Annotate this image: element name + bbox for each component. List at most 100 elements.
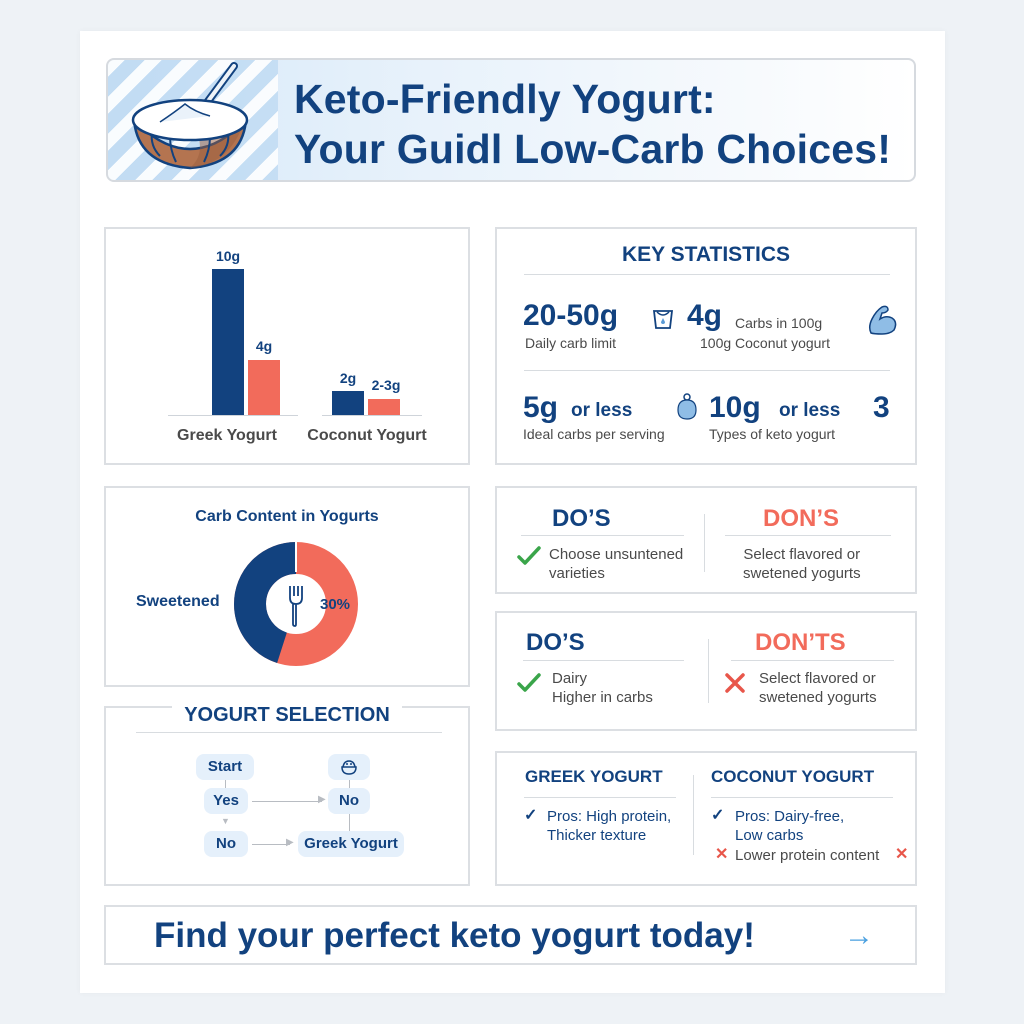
arrow-connector — [252, 844, 290, 845]
donts-text: Select flavored or swetened yogurts — [743, 545, 861, 583]
text-line: Pros: High protein, — [547, 808, 672, 825]
divider — [731, 660, 894, 661]
divider — [136, 732, 442, 733]
text-line: Higher in carbs — [552, 689, 653, 706]
cross-icon — [725, 673, 745, 693]
card-border — [104, 706, 172, 708]
bar-label: 10g — [215, 248, 241, 264]
text-line: Select flavored or — [743, 546, 861, 563]
stat-value: 10g — [709, 391, 761, 424]
bar-greek-b — [248, 360, 280, 415]
weight-icon — [677, 393, 697, 420]
yogurt-bowl-icon — [341, 760, 357, 775]
bar-chart-card: 10g 4g 2g 2-3g Greek Yogurt Coconut Yogu… — [104, 227, 470, 465]
donut-pct-label: 30% — [320, 596, 351, 613]
check-icon: ✓ — [711, 807, 725, 824]
donut-chart — [234, 542, 358, 666]
category-label: Coconut Yogurt — [307, 427, 427, 444]
arrow-connector — [252, 801, 322, 802]
text-line: Low carbs — [735, 827, 804, 844]
donts-heading: DON’S — [763, 505, 840, 532]
text-line: Thicker texture — [547, 827, 647, 844]
compare-card: GREEK YOGURT ✓ Pros: High protein, Thick… — [495, 751, 917, 886]
stat-caption: Ideal carbs per serving — [523, 426, 665, 442]
stat-suffix: or less — [571, 400, 633, 421]
divider — [521, 535, 684, 536]
divider — [708, 639, 709, 703]
text-line: swetened yogurts — [759, 689, 877, 706]
card-border — [402, 706, 470, 708]
arrow-down-icon: ▼ — [221, 816, 230, 826]
dos-donts-card-2: DO’S Dairy Higher in carbs DON’TS Select… — [495, 611, 917, 731]
stat-value: 4g — [687, 299, 723, 332]
bar-greek-a — [212, 269, 244, 415]
check-icon: ✓ — [524, 807, 538, 824]
connector — [225, 780, 226, 788]
flow-node-no-left[interactable]: No — [204, 831, 248, 857]
divider — [524, 274, 890, 275]
greek-heading: GREEK YOGURT — [525, 767, 663, 786]
arrow-head-icon: ▶ — [318, 794, 326, 805]
dos-heading: DO’S — [526, 629, 585, 656]
cta-banner[interactable]: Find your perfect keto yogurt today! → — [104, 905, 917, 965]
arrow-head-icon: ▶ — [286, 837, 294, 848]
dos-heading: DO’S — [552, 505, 611, 532]
flow-node-start[interactable]: Start — [196, 754, 254, 780]
baseline-greek — [168, 415, 298, 416]
dos-donts-card-1: DO’S Choose unsuntened varieties DON’S S… — [495, 486, 917, 594]
stat-value: 3 — [873, 391, 890, 424]
divider — [704, 514, 705, 572]
text-line: varieties — [549, 565, 605, 582]
header-banner: Keto-Friendly Yogurt: Your Guidl Low-Car… — [106, 58, 916, 182]
stat-value: 20-50g — [523, 299, 619, 332]
stat-caption: Daily carb limit — [525, 335, 617, 351]
flow-node-icon[interactable] — [328, 754, 370, 780]
coconut-yogurt-bowl-icon — [131, 62, 249, 170]
flow-node-greek-yogurt[interactable]: Greek Yogurt — [298, 831, 404, 857]
flexed-arm-icon — [868, 305, 897, 335]
flow-node-yes[interactable]: Yes — [204, 788, 248, 814]
bar-label: 4g — [255, 338, 273, 354]
divider — [693, 775, 694, 855]
divider — [725, 535, 891, 536]
coconut-pros: Pros: Dairy-free, Low carbs — [735, 807, 844, 845]
stat-suffix: Carbs in 100g — [735, 315, 823, 331]
divider — [524, 370, 890, 371]
scale-icon — [652, 310, 674, 329]
dos-text: Dairy Higher in carbs — [552, 669, 653, 707]
bar-label: 2-3g — [371, 377, 401, 393]
greek-pros: Pros: High protein, Thicker texture — [547, 807, 671, 845]
stat-suffix: or less — [779, 400, 841, 421]
flow-title: YOGURT SELECTION — [184, 704, 390, 726]
coconut-heading: COCONUT YOGURT — [711, 767, 875, 786]
donut-chart-card: Carb Content in Yogurts Sweetened 30% — [104, 486, 470, 687]
text-line: Pros: Dairy-free, — [735, 808, 845, 825]
cross-icon: ✕ — [895, 846, 909, 863]
yogurt-selection-card: Start Yes ▶ No ▼ No ▶ Greek Yogurt — [104, 706, 470, 886]
donts-heading: DON’TS — [755, 629, 846, 656]
text-line: Choose unsuntened — [549, 546, 684, 563]
flow-node-no-right[interactable]: No — [328, 788, 370, 814]
fork-icon — [289, 586, 303, 627]
check-icon — [517, 546, 541, 565]
category-label: Greek Yogurt — [177, 427, 277, 444]
cta-text[interactable]: Find your perfect keto yogurt today! — [154, 916, 755, 955]
divider — [523, 660, 684, 661]
check-icon — [517, 673, 541, 692]
baseline-coconut — [322, 415, 422, 416]
connector — [349, 780, 350, 788]
stat-caption: Types of keto yogurt — [709, 426, 836, 442]
cross-icon: ✕ — [715, 846, 729, 863]
page-title: Keto-Friendly Yogurt: Your Guidl Low-Car… — [294, 74, 891, 174]
bar-coconut-b — [368, 399, 400, 415]
connector — [349, 814, 350, 832]
key-statistics-card: KEY STATISTICS 20-50g Daily carb limit 4… — [495, 227, 917, 465]
donut-left-label: Sweetened — [136, 593, 220, 610]
text-line: swetened yogurts — [743, 565, 861, 582]
stats-title: KEY STATISTICS — [621, 243, 791, 266]
arrow-right-icon[interactable]: → — [844, 919, 874, 952]
bar-coconut-a — [332, 391, 364, 415]
dos-text: Choose unsuntened varieties — [549, 545, 683, 583]
bar-label: 2g — [339, 370, 357, 386]
divider — [711, 797, 893, 798]
